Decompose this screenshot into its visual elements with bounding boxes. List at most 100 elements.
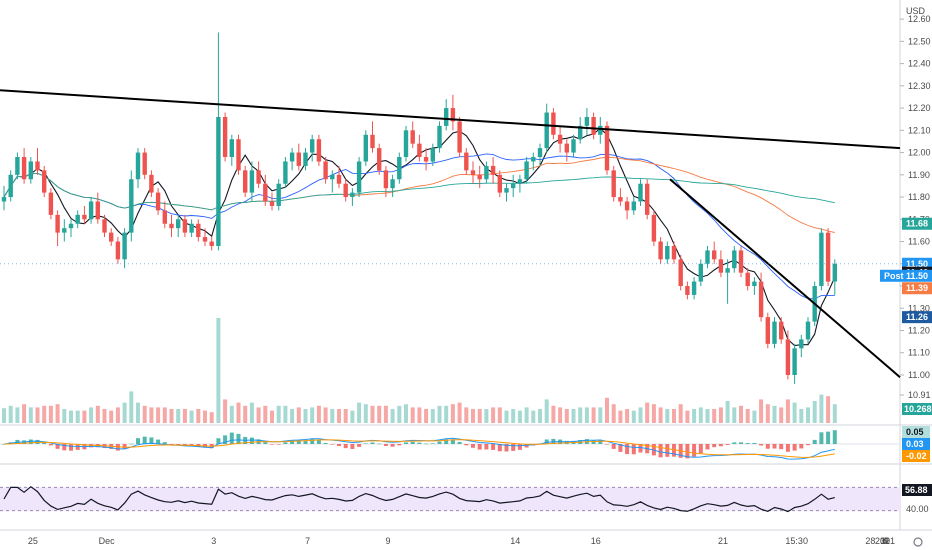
candle-body — [718, 259, 724, 273]
volume-bar — [705, 409, 710, 423]
candle-body — [779, 321, 784, 340]
candle-body — [484, 165, 489, 180]
y-tick-label: 11.10 — [908, 348, 930, 358]
candle-body — [698, 263, 703, 282]
grid — [0, 0, 932, 531]
macd-histogram-bar — [705, 444, 710, 450]
macd-histogram-bar — [290, 440, 295, 444]
candle-body — [55, 214, 60, 233]
post-tag-label: Post — [884, 271, 904, 281]
volume-bar — [129, 391, 134, 423]
candle-body — [75, 214, 80, 224]
volume-bar — [491, 407, 496, 423]
volume-bar — [350, 410, 355, 423]
volume-bar — [765, 404, 770, 423]
post-tag-box — [880, 269, 932, 282]
volume-bar — [82, 410, 87, 423]
y-tick-label: 11.80 — [908, 192, 930, 202]
volume-bar — [15, 407, 20, 423]
macd-histogram-bar — [430, 443, 435, 444]
macd-histogram-bar — [826, 431, 831, 444]
volume-bar — [591, 407, 596, 423]
y-tick-label: 11.20 — [908, 326, 930, 336]
candle-body — [182, 219, 188, 233]
macd-histogram-bar — [491, 444, 496, 450]
candle-body — [765, 317, 770, 344]
candle-body — [48, 192, 54, 215]
volume-bar — [223, 399, 228, 423]
candle-body — [624, 201, 630, 211]
macd-histogram-bar — [638, 444, 643, 453]
trendline — [0, 89, 901, 150]
candle-body — [289, 152, 295, 162]
volume-bar — [390, 409, 395, 423]
volume-bar — [337, 409, 341, 423]
volume-bar — [645, 402, 650, 423]
volume-bar — [410, 407, 415, 423]
macd-histogram-bar — [517, 444, 522, 450]
macd-histogram-bar — [504, 444, 509, 452]
candle-body — [363, 134, 368, 162]
candle-body — [209, 241, 214, 246]
x-tick-label: 7 — [305, 536, 310, 546]
macd-histogram-bar — [404, 442, 408, 444]
volume-bar — [444, 405, 449, 423]
candle-body — [397, 157, 402, 180]
price-tags: 11.6811.5011.4611.3911.26Post11.5010.268… — [0, 217, 932, 496]
macd-histogram-bar — [772, 444, 777, 449]
currency-label: USD — [906, 6, 926, 16]
candle-body — [176, 219, 181, 229]
volume-bar — [752, 410, 757, 423]
macd-histogram-bar — [477, 444, 482, 450]
macd-histogram-bar — [618, 444, 623, 452]
candle-body — [752, 281, 757, 287]
candle-body — [129, 179, 134, 233]
candle-body — [725, 268, 730, 273]
macd-histogram-bar — [484, 444, 489, 450]
volume-bar — [558, 407, 563, 423]
volume-bar — [464, 407, 469, 423]
volume-bar — [625, 409, 630, 423]
volume-bar — [109, 410, 114, 423]
candle-body — [825, 232, 831, 282]
macd-histogram-bar — [115, 444, 120, 451]
candle-body — [464, 152, 469, 171]
candle-body — [457, 121, 462, 153]
candle-body — [732, 250, 737, 269]
macd-tag-label: 0.03 — [906, 439, 924, 449]
macd-histogram-bar — [792, 444, 797, 451]
settings-icon[interactable] — [913, 537, 923, 547]
macd-histogram-bar — [216, 438, 221, 444]
candle-body — [738, 250, 744, 273]
macd-histogram-bar — [544, 439, 549, 444]
candle-body — [35, 161, 40, 171]
candle-body — [772, 321, 777, 344]
candle-body — [142, 152, 147, 175]
volume-bar — [122, 402, 127, 423]
candle-body — [323, 161, 328, 180]
macd-histogram-bar — [383, 444, 388, 446]
macd-histogram-bar — [457, 441, 462, 444]
macd-histogram-bar — [330, 444, 335, 445]
macd-histogram-bar — [631, 444, 636, 455]
macd-histogram-bar — [779, 444, 784, 450]
macd-histogram-bar — [337, 444, 341, 447]
macd-histogram-bar — [832, 430, 837, 444]
volume-bar — [370, 405, 375, 423]
volume-bar — [739, 405, 743, 423]
macd-histogram-bar — [2, 444, 6, 445]
candle-body — [222, 116, 228, 158]
volume-bar — [732, 407, 737, 423]
volume-bar — [745, 409, 750, 423]
macd-histogram-bar — [511, 444, 516, 451]
candle-body — [410, 130, 415, 144]
candle-body — [678, 259, 683, 287]
macd-histogram-bar — [142, 436, 147, 444]
price-tag-label: 11.50 — [906, 259, 928, 269]
macd-histogram-bar — [611, 444, 616, 449]
candle-body — [423, 157, 429, 162]
macd-histogram-bar — [444, 439, 449, 444]
macd-histogram-bar — [745, 443, 750, 444]
price-tag-label: 11.26 — [906, 312, 928, 322]
